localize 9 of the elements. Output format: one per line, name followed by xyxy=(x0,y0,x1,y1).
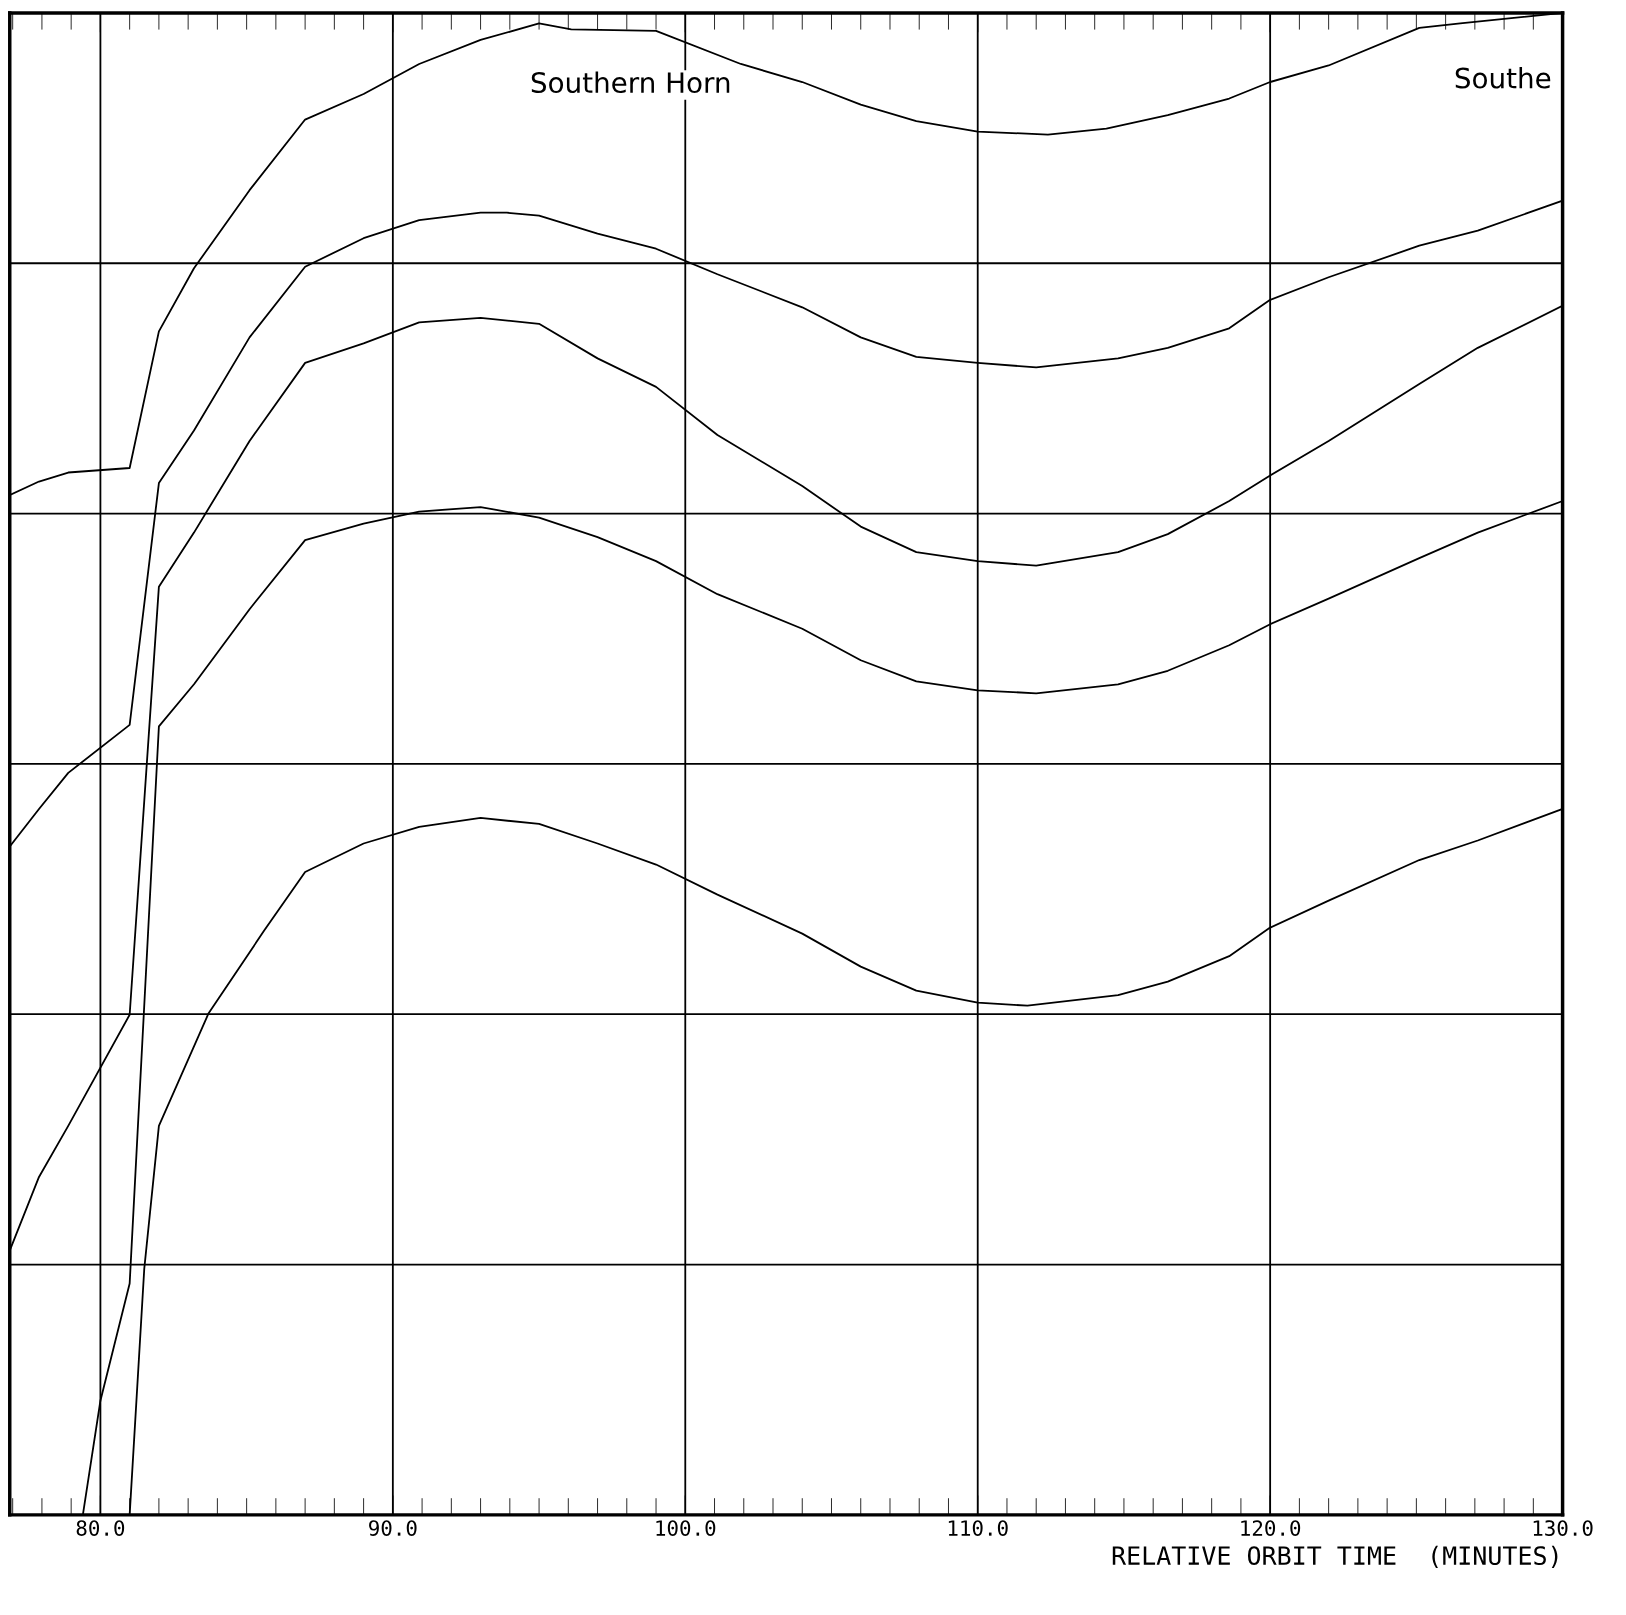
x-tick-label: 130.0 xyxy=(1533,1520,1593,1536)
annotation: Southern Horn xyxy=(531,71,730,94)
annotation: Southe xyxy=(1455,67,1551,89)
x-tick-label: 120.0 xyxy=(1241,1520,1301,1536)
x-tick-label: 100.0 xyxy=(656,1520,716,1536)
x-tick-label: 80.0 xyxy=(76,1520,125,1536)
x-tick-label: 90.0 xyxy=(369,1520,417,1536)
x-tick-label: 110.0 xyxy=(948,1520,1008,1536)
x-axis-title: RELATIVE ORBIT TIME (MINUTES) xyxy=(1112,1545,1558,1568)
